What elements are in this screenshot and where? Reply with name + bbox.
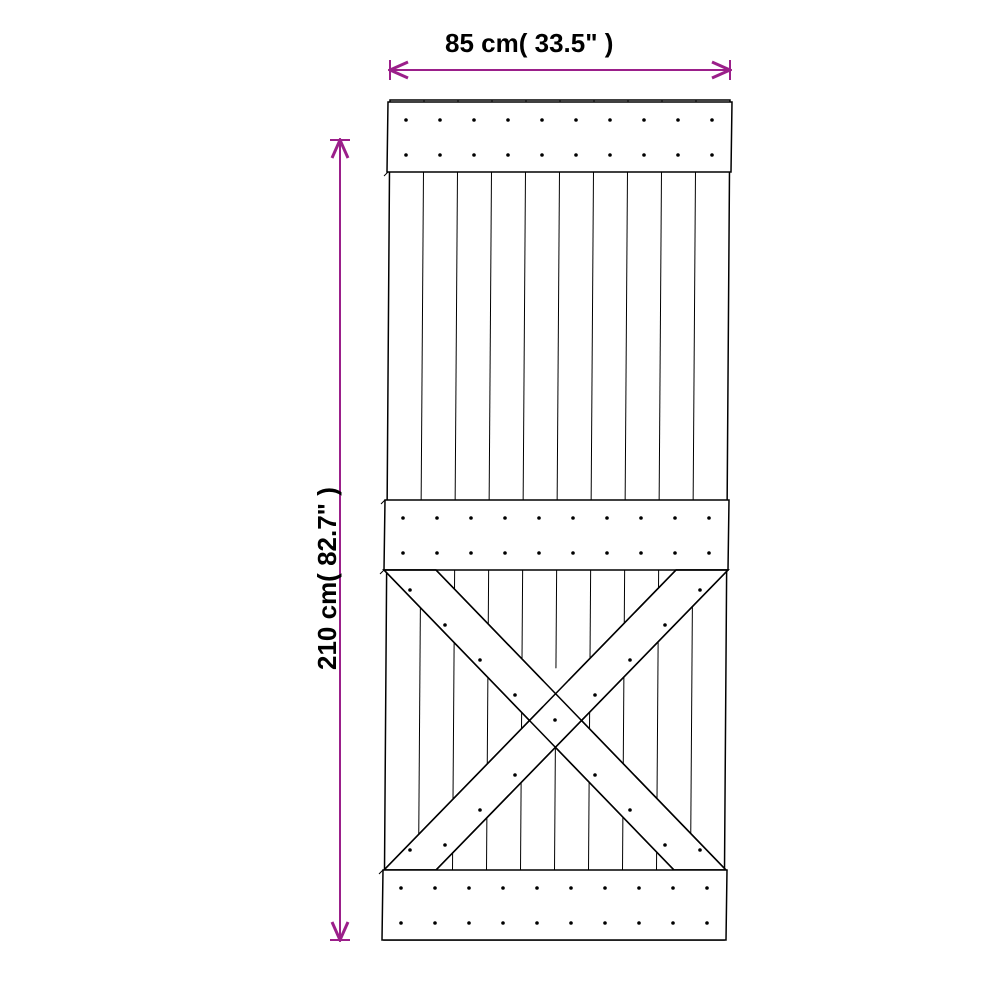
width-dimension	[390, 60, 730, 80]
middle-rail	[380, 500, 729, 574]
door-diagram-svg	[0, 0, 1000, 1000]
diagram-container: 85 cm( 33.5" ) 210 cm( 82.7" )	[0, 0, 1000, 1000]
top-rail	[384, 102, 732, 176]
height-dimension-label: 210 cm( 82.7" )	[312, 487, 343, 670]
width-dimension-label: 85 cm( 33.5" )	[445, 28, 613, 59]
bottom-rail	[379, 870, 727, 940]
